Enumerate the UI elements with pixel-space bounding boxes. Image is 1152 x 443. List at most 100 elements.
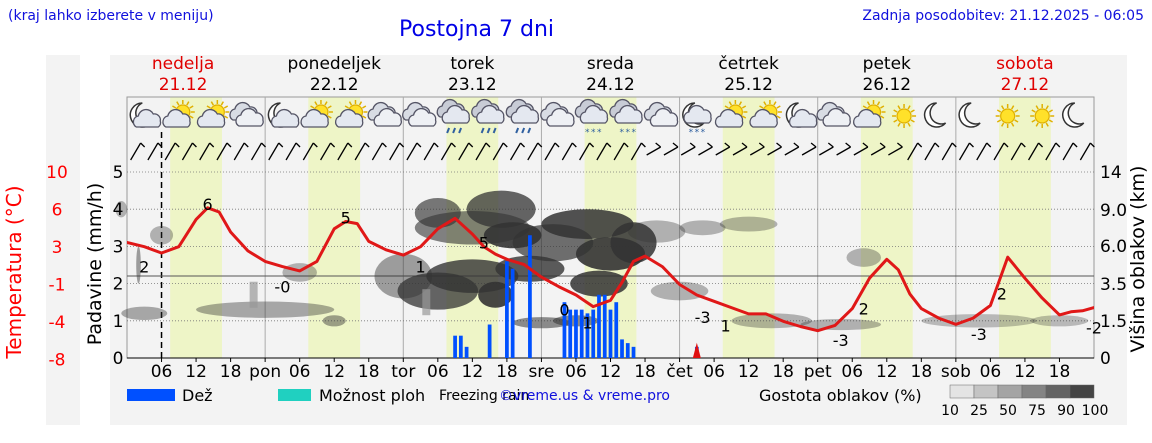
weather-icon-moon-cloud — [785, 102, 818, 128]
x-tick: 18 — [634, 362, 656, 382]
cloud-density-value: 50 — [999, 403, 1017, 419]
x-tick: 12 — [876, 362, 898, 382]
wind-barb — [147, 142, 163, 161]
x-tick: pon — [249, 362, 281, 382]
temperature-label: -0 — [274, 278, 290, 297]
temperature-tick: -4 — [49, 313, 66, 333]
x-tick: 12 — [462, 362, 484, 382]
day-date: 24.12 — [586, 75, 635, 95]
x-tick: pet — [804, 362, 832, 382]
weather-icon-moon — [958, 102, 981, 128]
wind-barb — [337, 142, 353, 161]
x-tick: čet — [666, 362, 693, 382]
weather-icon-snow: * * * — [574, 98, 609, 138]
cloud-density-value: 90 — [1057, 403, 1075, 419]
cloud-density-area — [478, 281, 513, 308]
left-axis-panel — [46, 55, 80, 425]
weather-icon-sun — [1030, 104, 1055, 128]
wind-barb — [767, 142, 782, 156]
cloud-density-area — [541, 209, 634, 239]
day-name: torek — [450, 54, 494, 74]
cloud-density-area — [150, 225, 174, 245]
day-name: ponedeljek — [287, 54, 381, 74]
temperature-label: -3 — [971, 325, 987, 344]
precipitation-bar — [620, 339, 624, 358]
cloud-density-area — [414, 198, 461, 228]
cloud-density-area — [627, 220, 686, 243]
wind-barb — [630, 142, 646, 161]
x-tick: 12 — [1014, 362, 1036, 382]
region-hint[interactable]: (kraj lahko izberete v meniju) — [8, 8, 214, 24]
x-tick: 18 — [911, 362, 933, 382]
temperature-label: 2 — [139, 258, 149, 277]
wind-barb — [613, 142, 629, 161]
cloud-density-swatch — [1021, 384, 1047, 399]
cloud-density-area — [121, 306, 168, 321]
day-name: četrtek — [718, 54, 779, 74]
x-tick: 06 — [151, 362, 173, 382]
weather-icon-cloud — [229, 101, 264, 127]
cloud-density-value: 100 — [1082, 403, 1109, 419]
temperature-label: 1 — [721, 317, 731, 336]
svg-text:*: * — [701, 128, 706, 138]
x-tick: 18 — [772, 362, 794, 382]
cloud-density-area — [1030, 315, 1089, 327]
credit-link[interactable]: ©vreme.us & vreme.pro — [499, 388, 670, 404]
day-date: 23.12 — [448, 75, 497, 95]
x-tick: 12 — [185, 362, 207, 382]
wind-barb — [233, 142, 249, 161]
temperature-tick: 10 — [46, 163, 68, 183]
day-date: 27.12 — [1001, 75, 1050, 95]
weather-icon-rain — [436, 98, 471, 134]
cloud-density-area — [249, 281, 258, 308]
x-tick: 06 — [980, 362, 1002, 382]
x-tick: 18 — [220, 362, 242, 382]
temperature-label: 0 — [559, 300, 569, 319]
precipitation-bar — [625, 343, 630, 358]
precipitation-bar — [631, 346, 636, 358]
temperature-label: 2 — [997, 284, 1007, 303]
wind-barb — [680, 142, 696, 156]
page-title: Postojna 7 dni — [399, 17, 555, 42]
wind-barb — [475, 142, 491, 161]
temperature-label: -3 — [833, 331, 849, 350]
wind-barb — [819, 142, 834, 156]
weather-icon-cloud — [367, 101, 402, 127]
cloud-density-area — [136, 246, 141, 284]
wind-barb — [1062, 142, 1078, 161]
svg-text:*: * — [689, 128, 694, 138]
x-tick: tor — [391, 362, 415, 382]
weather-icon-moon-snow: * * * — [682, 102, 712, 138]
legend-showers-swatch — [278, 389, 311, 401]
wind-barb — [907, 142, 923, 161]
svg-text:*: * — [597, 128, 602, 138]
cloud-density-legend-title: Gostota oblakov (%) — [759, 386, 922, 405]
cloud-density-area — [466, 190, 536, 228]
weather-icon-cloud — [643, 101, 679, 127]
cloud-density-swatch — [973, 384, 999, 399]
precipitation-bar — [453, 335, 457, 358]
temperature-label: -2 — [1086, 319, 1102, 338]
wind-barb — [958, 142, 974, 161]
day-date: 25.12 — [724, 75, 773, 95]
wind-barb — [749, 142, 765, 156]
wind-barb — [527, 142, 543, 161]
weather-icon-sun-cloud — [162, 100, 195, 128]
cloud-density-area — [322, 315, 346, 327]
cloud-height-tick: 9.0 — [1100, 201, 1127, 221]
x-tick: 18 — [358, 362, 380, 382]
cloud-density-value: 10 — [941, 403, 959, 419]
weather-icon-rain — [505, 98, 540, 134]
temperature-tick: -8 — [49, 351, 66, 371]
wind-barb — [268, 142, 284, 161]
cloud-density-area — [115, 201, 127, 218]
wind-barb — [732, 142, 748, 156]
wind-barb — [354, 142, 370, 161]
wind-barb — [1028, 142, 1044, 161]
cloud-density-swatch — [949, 384, 975, 399]
daylight-band — [170, 97, 222, 358]
precipitation-tick: 0 — [113, 349, 124, 369]
weather-icon-moon-cloud — [129, 102, 162, 128]
x-tick: 12 — [600, 362, 622, 382]
x-tick: 18 — [496, 362, 518, 382]
